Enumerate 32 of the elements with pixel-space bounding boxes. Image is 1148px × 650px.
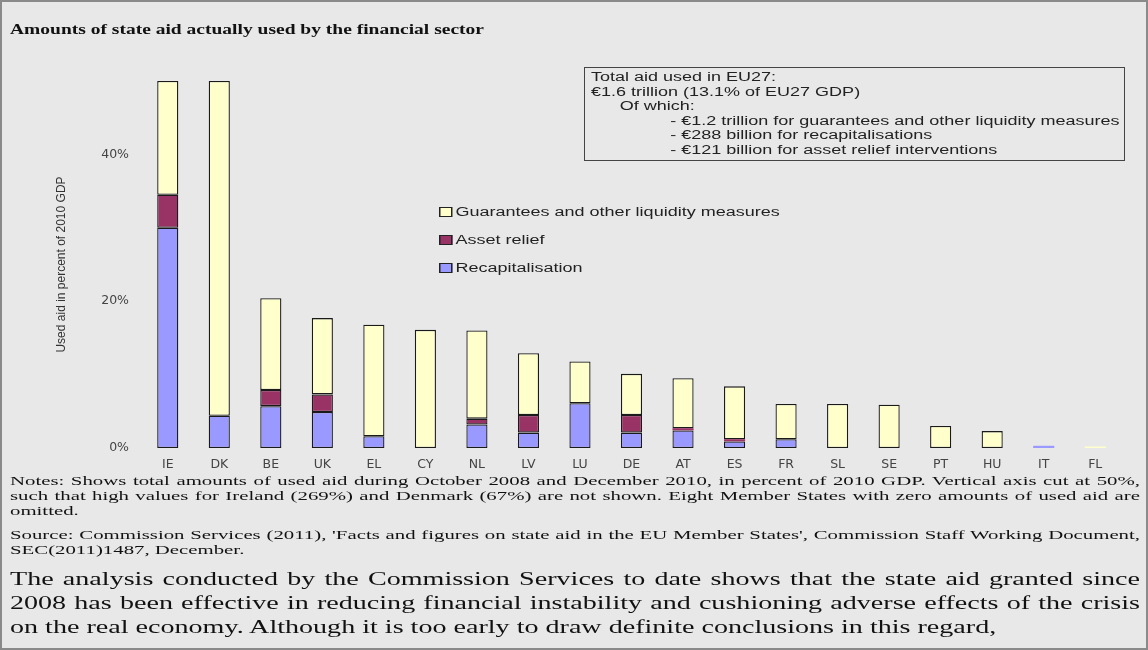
x-tick-label: UK <box>313 455 332 471</box>
x-tick-label: FL <box>1088 455 1103 471</box>
bar <box>672 428 694 431</box>
x-tick-label: SE <box>881 455 898 471</box>
x-tick-label: DE <box>622 455 641 471</box>
x-tick-label: EL <box>366 455 382 471</box>
x-tick-label: FR <box>778 455 795 471</box>
text: The analysis conducted by the Commission Services to date shows that the state aid granted since 2008 has been effective in reducing financial instability and cushioning adverse effects of the crisis on the real economy. Although it is too early to draw definite conclusions in this regard, <box>10 567 1140 639</box>
x-tick-label: ES <box>726 455 743 471</box>
y-tick-label: 40% <box>101 145 130 161</box>
x-tick-label: IT <box>1038 455 1050 471</box>
legend-label: Recapitalisation <box>455 261 583 276</box>
x-tick-label: SL <box>830 455 846 471</box>
legend-label: Guarantees and other liquidity measures <box>455 205 780 220</box>
x-tick-label: LV <box>521 455 536 471</box>
text: Notes: Shows total amounts of used aid during October 2008 and December 2010, in percent of 2010 GDP. Vertical axis cut at 50%, such that high values for Ireland (269%) and Denmark (67%) are not shown. Eight Member States with zero amounts of used aid are omitted. <box>10 473 1140 518</box>
y-tick-label: 0% <box>109 439 130 455</box>
x-tick-label: LU <box>572 455 588 471</box>
x-tick-label: PT <box>933 455 949 471</box>
x-tick-label: BE <box>262 455 280 471</box>
x-tick-label: AT <box>675 455 691 471</box>
source-note: Source: Commission Services (2011), 'Facts and figures on state aid in the EU Member States', Commission Staff Working Document, SEC(2011)1487, December. <box>10 527 1140 557</box>
y-axis-title: Used aid in percent of 2010 GDP <box>53 176 68 353</box>
x-tick-label: IE <box>161 455 174 471</box>
x-tick-label: HU <box>982 455 1002 471</box>
x-tick-label: CY <box>417 455 434 471</box>
x-tick-label: DK <box>210 455 229 471</box>
chart-title: Amounts of state aid actually used by the financial sector <box>10 21 484 38</box>
y-tick-label: 20% <box>101 292 130 308</box>
legend-label: Asset relief <box>455 233 545 248</box>
x-tick-label: NL <box>468 455 486 471</box>
annotation: Total aid used in EU27: €1.6 trillion (13.1% of EU27 GDP) Of which: - €1.2 trillion for guarantees and other liquidity measures - €288 billion for recapitalisations - €121 billion for asset relief interventions <box>591 70 1120 158</box>
